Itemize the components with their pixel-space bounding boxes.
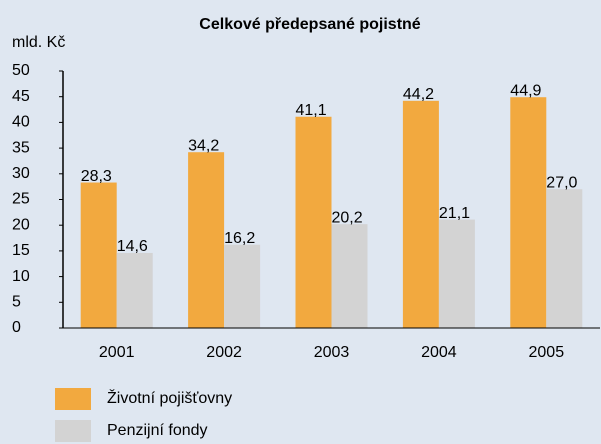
legend-label: Penzijní fondy (107, 422, 208, 439)
value-label: 20,2 (332, 209, 363, 226)
bar (546, 189, 583, 328)
bar (438, 219, 475, 328)
bar (510, 97, 547, 329)
value-label: 44,9 (510, 82, 541, 99)
x-tick-label: 2004 (421, 344, 457, 361)
y-tick-label: 35 (12, 139, 30, 156)
value-label: 34,2 (188, 137, 219, 154)
value-label: 27,0 (546, 174, 577, 191)
y-tick-label: 10 (12, 268, 30, 285)
y-tick-label: 5 (12, 294, 21, 311)
y-tick-label: 40 (12, 114, 30, 131)
value-label: 41,1 (296, 102, 327, 119)
bar (331, 224, 368, 328)
bar (80, 182, 117, 328)
bar (188, 152, 225, 328)
y-axis-label: mld. Kč (12, 34, 65, 51)
value-label: 28,3 (81, 168, 112, 185)
x-tick-label: 2003 (314, 344, 350, 361)
x-tick-label: 2002 (206, 344, 242, 361)
y-tick-label: 50 (12, 62, 30, 79)
y-tick-label: 15 (12, 242, 30, 259)
chart-title: Celkové předepsané pojistné (199, 16, 421, 33)
y-tick-label: 30 (12, 165, 30, 182)
bar (402, 100, 439, 328)
bar (116, 252, 153, 328)
bar (295, 116, 332, 328)
y-tick-label: 25 (12, 191, 30, 208)
y-tick-label: 0 (12, 319, 21, 336)
legend-swatch (55, 420, 91, 442)
x-tick-label: 2001 (99, 344, 135, 361)
y-tick-label: 20 (12, 216, 30, 233)
legend-swatch (55, 388, 91, 410)
value-label: 21,1 (439, 205, 470, 222)
value-label: 14,6 (117, 238, 148, 255)
value-label: 44,2 (403, 86, 434, 103)
legend-label: Životní pojišťovny (107, 388, 232, 407)
y-tick-label: 45 (12, 88, 30, 105)
value-label: 16,2 (224, 230, 255, 247)
bar (224, 244, 261, 328)
x-tick-label: 2005 (529, 344, 565, 361)
